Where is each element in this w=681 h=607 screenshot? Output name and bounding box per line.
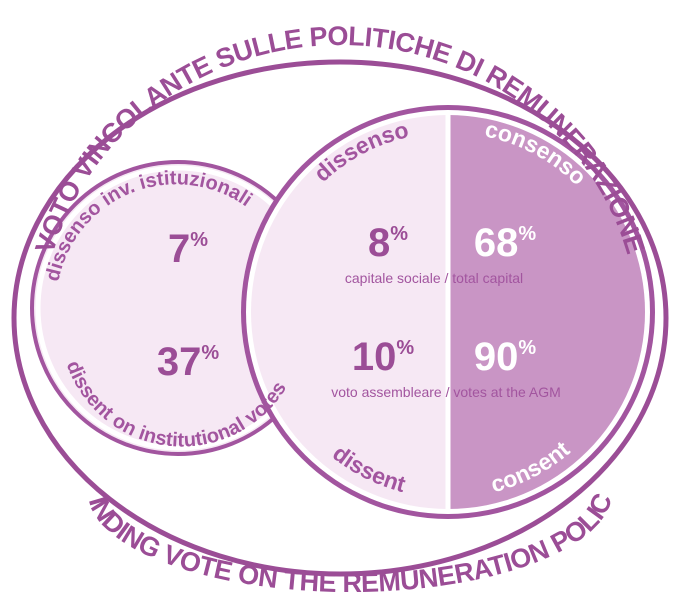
unit: % [201, 342, 219, 364]
unit: % [390, 223, 408, 245]
unit: % [396, 337, 414, 359]
number: 7 [168, 227, 190, 271]
unit: % [190, 229, 208, 251]
percentage: 7% [168, 227, 208, 271]
unit: % [518, 223, 536, 245]
number: 68 [474, 221, 519, 265]
number: 37 [157, 340, 202, 384]
consent-half [448, 115, 645, 509]
number: 10 [352, 335, 397, 379]
percentage: 37% [157, 340, 220, 384]
percentage: 68% [474, 221, 537, 265]
percentage: 10% [352, 335, 415, 379]
number: 8 [368, 221, 390, 265]
percentage: 8% [368, 221, 408, 265]
caption: voto assembleare / votes at the AGM [331, 384, 561, 400]
number: 90 [474, 335, 519, 379]
percentage: 90% [474, 335, 537, 379]
unit: % [518, 337, 536, 359]
caption: capitale sociale / total capital [345, 270, 523, 286]
